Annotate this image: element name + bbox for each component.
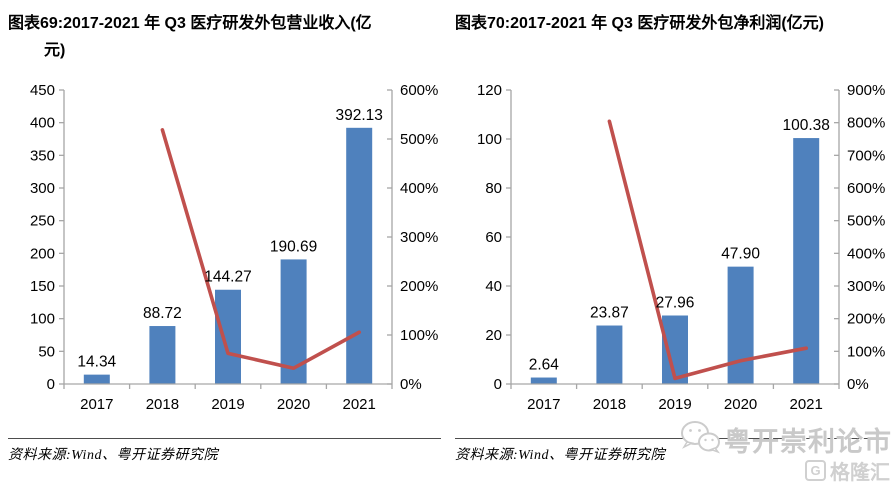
figure-69-title-line2: 元) <box>44 42 66 59</box>
y-tick-label-right: 0% <box>847 376 869 393</box>
y-tick-label-right: 700% <box>847 147 885 164</box>
bar-value-label: 14.34 <box>77 354 116 371</box>
x-category-label: 2020 <box>724 396 757 413</box>
wechat-watermark-label: 粤开崇利论市 <box>724 427 892 457</box>
x-category-label: 2021 <box>343 396 376 413</box>
bar-value-label: 2.64 <box>529 357 560 374</box>
bar-2021 <box>793 138 820 384</box>
bar-2021 <box>346 127 373 384</box>
growth-line <box>160 128 362 371</box>
y-tick-label-left: 0 <box>47 376 55 393</box>
bar-value-label: 190.69 <box>270 238 317 255</box>
y-tick-label-left: 100 <box>477 131 502 148</box>
gelonghui-logo: G 格隆汇 <box>805 456 890 485</box>
figure-69-title: 图表69:2017-2021 年 Q3 医疗研发外包营业收入(亿 元) <box>8 10 441 68</box>
bar-2018 <box>596 325 623 384</box>
y-tick-label-left: 350 <box>30 147 55 164</box>
growth-line <box>607 119 809 381</box>
figure-70-title-line1: 图表70:2017-2021 年 Q3 医疗研发外包净利润(亿元) <box>455 15 824 32</box>
bar-2019 <box>215 289 241 384</box>
figure-69-chart: 0 50 100 150 200 250 300 350 400 450 0% 100% 200% 300… <box>30 82 438 413</box>
wechat-watermark: 粤开崇利论市 <box>679 420 892 459</box>
gelonghui-logo-label: 格隆汇 <box>830 462 890 484</box>
figure-70-chart: 0 20 40 60 80 100 120 0% 100% 200% 300% 400% 500% 600… <box>477 82 885 413</box>
bar-value-label: 88.72 <box>143 305 182 322</box>
x-category-label: 2019 <box>211 396 244 413</box>
y-tick-label-left: 20 <box>485 327 502 344</box>
y-tick-label-right: 600% <box>400 82 438 99</box>
y-tick-label-right: 200% <box>400 278 438 295</box>
y-tick-label-right: 100% <box>400 327 438 344</box>
figure-70-source: 资料来源:Wind、粤开证券研究院 <box>455 448 665 463</box>
bar-value-label: 47.90 <box>721 246 760 263</box>
y-tick-label-right: 300% <box>400 229 438 246</box>
y-tick-label-right: 400% <box>400 180 438 197</box>
y-tick-label-left: 40 <box>485 278 502 295</box>
figure-70-title: 图表70:2017-2021 年 Q3 医疗研发外包净利润(亿元) <box>455 10 888 68</box>
y-tick-label-left: 450 <box>30 82 55 99</box>
y-tick-label-right: 200% <box>847 311 885 328</box>
y-tick-label-left: 150 <box>30 278 55 295</box>
y-tick-label-right: 400% <box>847 245 885 262</box>
y-tick-label-left: 120 <box>477 82 502 99</box>
x-category-label: 2019 <box>658 396 691 413</box>
y-tick-label-right: 0% <box>400 376 422 393</box>
x-category-label: 2021 <box>790 396 823 413</box>
figure-70-panel: 图表70:2017-2021 年 Q3 医疗研发外包净利润(亿元) 0 20 40 6… <box>447 0 894 491</box>
bar-value-label: 100.38 <box>782 117 829 134</box>
y-tick-label-left: 400 <box>30 115 55 132</box>
x-category-label: 2020 <box>277 396 310 413</box>
figure-69-panel: 图表69:2017-2021 年 Q3 医疗研发外包营业收入(亿 元) 0 50 1… <box>8 10 441 464</box>
y-tick-label-right: 500% <box>400 131 438 148</box>
bar-2020 <box>727 266 754 384</box>
bar-2017 <box>83 374 110 384</box>
bar-value-label: 27.96 <box>656 294 695 311</box>
x-category-label: 2018 <box>146 396 179 413</box>
bar-value-label: 392.13 <box>335 107 382 124</box>
y-tick-label-left: 60 <box>485 229 502 246</box>
x-category-label: 2017 <box>80 396 113 413</box>
x-category-label: 2017 <box>527 396 560 413</box>
bar-value-label: 144.27 <box>204 269 251 286</box>
y-tick-label-left: 250 <box>30 213 55 230</box>
y-tick-label-left: 200 <box>30 245 55 262</box>
y-tick-label-left: 80 <box>485 180 502 197</box>
figure-69-title-line1: 图表69:2017-2021 年 Q3 医疗研发外包营业收入(亿 <box>8 15 372 32</box>
x-category-label: 2018 <box>593 396 626 413</box>
y-tick-label-right: 900% <box>847 82 885 99</box>
figure-69-footer: 资料来源:Wind、粤开证券研究院 <box>8 438 441 464</box>
figure-70-footer: 资料来源:Wind、粤开证券研究院 <box>455 438 888 464</box>
y-tick-label-left: 100 <box>30 311 55 328</box>
y-tick-label-right: 100% <box>847 343 885 360</box>
y-tick-label-left: 300 <box>30 180 55 197</box>
y-tick-label-right: 500% <box>847 213 885 230</box>
y-tick-label-right: 300% <box>847 278 885 295</box>
y-tick-label-left: 50 <box>38 343 55 360</box>
wechat-icon <box>679 420 721 459</box>
gelonghui-icon: G <box>805 460 826 481</box>
bar-2017 <box>530 377 557 384</box>
bar-2018 <box>149 326 176 384</box>
y-tick-label-left: 0 <box>494 376 502 393</box>
bar-value-label: 23.87 <box>590 305 629 322</box>
y-tick-label-right: 800% <box>847 115 885 132</box>
figure-69-source: 资料来源:Wind、粤开证券研究院 <box>8 448 218 463</box>
y-tick-label-right: 600% <box>847 180 885 197</box>
